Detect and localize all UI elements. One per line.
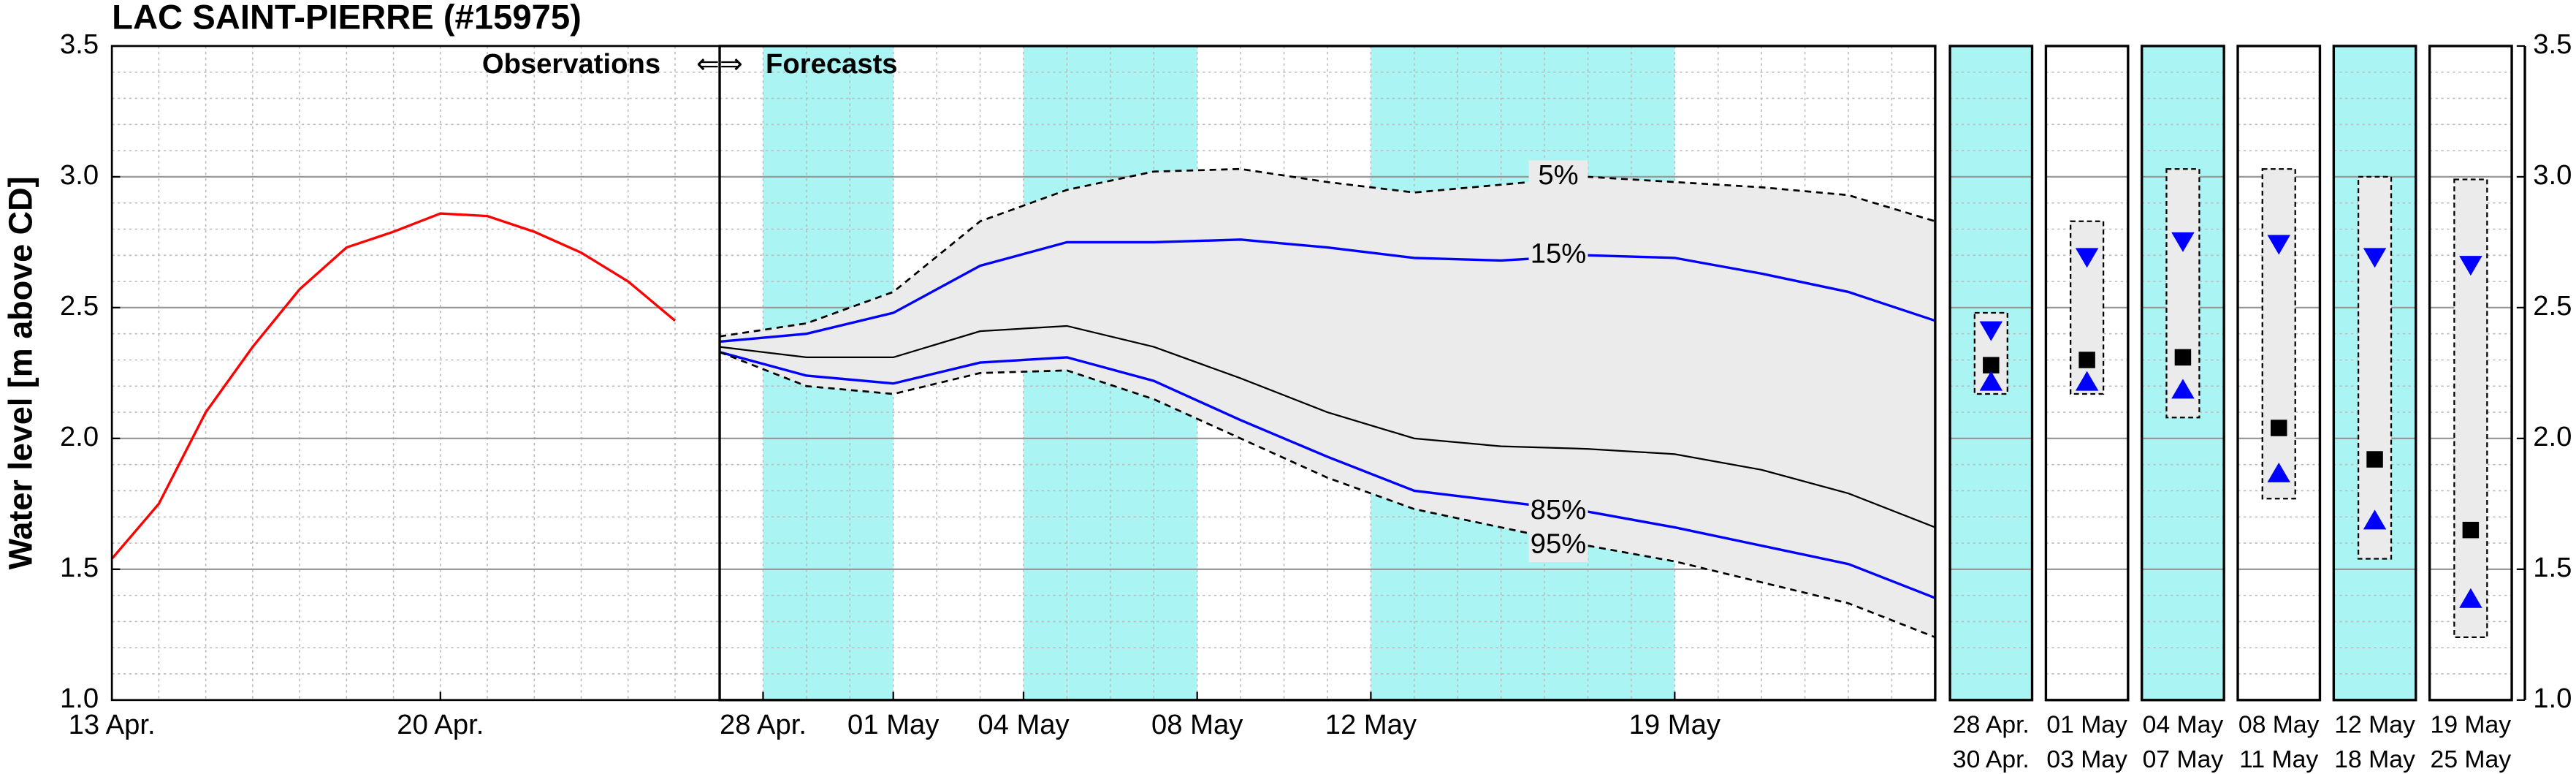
x-tick-label: 28 Apr.	[1953, 711, 2030, 739]
range-box	[2357, 175, 2393, 560]
y-axis-label: Water level [m above CD]	[2, 176, 39, 569]
panel-frame	[2236, 45, 2322, 702]
forecast-band	[720, 169, 1935, 637]
panel-frame	[2044, 45, 2130, 702]
x-tick-label: 08 May	[1151, 709, 1243, 740]
series-label-bg	[1528, 529, 1588, 563]
annotation: Forecasts	[766, 48, 898, 80]
series-label: 95%	[1531, 528, 1587, 560]
x-tick-label: 20 Apr.	[397, 709, 484, 740]
series-line	[719, 325, 1936, 528]
y-tick-label: 3.0	[2533, 159, 2572, 191]
x-tick-label: 19 May	[2431, 711, 2512, 739]
x-tick-label: 25 May	[2431, 745, 2512, 773]
x-tick-label: 12 May	[2334, 711, 2415, 739]
y-tick-label: 2.5	[60, 290, 99, 322]
range-box	[2453, 178, 2488, 639]
y-tick-label: 3.5	[2533, 29, 2572, 60]
series-label-bg	[1528, 160, 1588, 194]
median-marker	[2270, 420, 2287, 436]
series-label-bg	[1528, 238, 1588, 272]
y-tick-label: 3.5	[60, 29, 99, 60]
series-line	[719, 351, 1936, 599]
lower-marker	[1979, 371, 2003, 391]
x-tick-label: 13 Apr.	[69, 709, 156, 740]
chart-title: LAC SAINT-PIERRE (#15975)	[112, 0, 582, 37]
series-line	[719, 351, 1936, 639]
median-marker	[2366, 451, 2383, 468]
x-tick-label: 28 Apr.	[720, 709, 807, 740]
x-tick-label: 30 Apr.	[1953, 745, 2030, 773]
lower-marker	[2171, 379, 2195, 399]
series-label: 15%	[1531, 238, 1587, 269]
upper-marker	[2363, 248, 2387, 268]
panel-frame	[1948, 45, 2034, 702]
x-tick-label: 11 May	[2239, 745, 2318, 773]
y-tick-label: 1.0	[60, 683, 99, 714]
y-tick-label: 2.0	[60, 421, 99, 452]
y-tick-label: 1.0	[2533, 683, 2572, 714]
lower-marker	[2459, 588, 2482, 608]
series-line	[719, 238, 1936, 344]
x-tick-label: 04 May	[2143, 711, 2224, 739]
upper-marker	[1979, 321, 2003, 341]
plot-frame	[718, 45, 1937, 702]
x-tick-label: 12 May	[1325, 709, 1417, 740]
y-tick-label: 3.0	[60, 159, 99, 191]
x-tick-label: 03 May	[2046, 745, 2127, 773]
x-tick-label: 18 May	[2334, 745, 2415, 773]
x-tick-label: 01 May	[847, 709, 940, 740]
panel-frame	[2141, 45, 2225, 702]
upper-marker	[2075, 248, 2099, 268]
panel-frame	[2428, 45, 2513, 702]
y-tick-label: 1.5	[60, 552, 99, 583]
x-tick-label: 08 May	[2238, 711, 2320, 739]
median-marker	[2462, 521, 2480, 539]
median-marker	[2078, 352, 2095, 368]
series-line	[719, 167, 1936, 338]
x-tick-label: 19 May	[1629, 709, 1721, 740]
y-tick-label: 2.5	[2533, 290, 2572, 322]
lower-marker	[2363, 509, 2387, 530]
upper-marker	[2171, 232, 2195, 252]
lower-marker	[2075, 371, 2099, 391]
x-tick-label: 01 May	[2046, 711, 2127, 739]
range-box	[2261, 168, 2296, 500]
x-tick-label: 07 May	[2143, 745, 2224, 773]
series-line	[110, 212, 677, 560]
range-box	[2165, 168, 2200, 419]
y-tick-label: 2.0	[2533, 421, 2572, 452]
upper-marker	[2459, 256, 2482, 276]
series-label: 5%	[1538, 159, 1578, 191]
x-tick-label: 04 May	[978, 709, 1070, 740]
panel-frame	[2332, 45, 2417, 702]
y-tick-label: 1.5	[2533, 552, 2572, 583]
annotation: Observations	[482, 48, 660, 80]
median-marker	[1983, 357, 2000, 373]
median-marker	[2174, 349, 2192, 366]
series-label: 85%	[1531, 494, 1587, 526]
series-label-bg	[1528, 495, 1588, 528]
upper-marker	[2267, 235, 2290, 255]
lower-marker	[2267, 462, 2290, 482]
